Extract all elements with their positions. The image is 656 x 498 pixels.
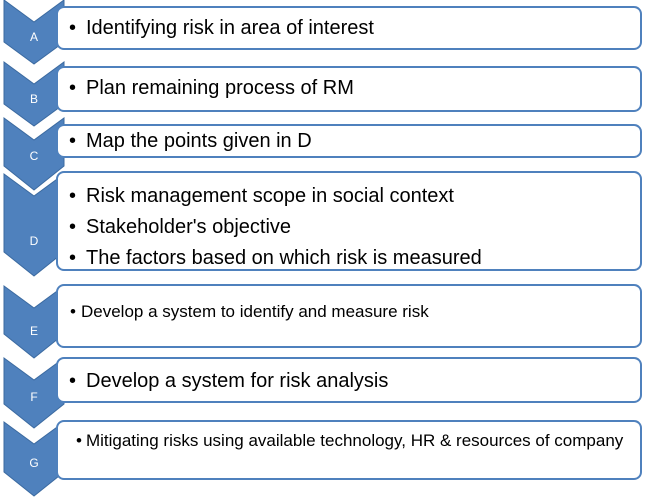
step-f: F • Develop a system for risk analysis <box>0 352 656 429</box>
step-g-box: • Mitigating risks using available techno… <box>56 420 642 480</box>
bullet-glyph: • <box>69 17 77 39</box>
step-e-box: • Develop a system to identify and measur… <box>56 284 642 348</box>
step-a-box: • Identifying risk in area of interest <box>56 6 642 50</box>
step-letter: A <box>29 30 38 44</box>
chevron-c: C <box>3 117 65 191</box>
step-d-box: • Risk management scope in social context… <box>56 171 642 271</box>
step-letter: C <box>29 149 39 163</box>
list-item: • Develop a system to identify and measur… <box>70 302 429 321</box>
list-item: • Mitigating risks using available techno… <box>76 431 624 450</box>
step-e: E • Develop a system to identify and meas… <box>0 280 656 359</box>
chevron-d: D <box>3 173 65 277</box>
chevron-g: G <box>3 421 65 497</box>
list-item: • Plan remaining process of RM <box>69 77 354 99</box>
bullet-glyph: • <box>76 431 82 450</box>
step-letter: D <box>29 234 39 248</box>
step-letter: E <box>29 324 38 338</box>
step-b-box: • Plan remaining process of RM <box>56 66 642 112</box>
chevron-b: B <box>3 61 65 127</box>
bullet-glyph: • <box>69 77 77 99</box>
list-item: • Map the points given in D <box>69 130 312 152</box>
list-item: • Stakeholder's objective <box>69 216 292 238</box>
step-a: A • Identifying risk in area of interest <box>0 0 656 65</box>
step-b: B • Plan remaining process of RM <box>0 61 656 127</box>
list-item: • Risk management scope in social context <box>69 185 454 207</box>
bullet-glyph: • <box>69 130 77 152</box>
list-item: • Develop a system for risk analysis <box>69 370 389 392</box>
bullet-glyph: • <box>70 302 76 321</box>
chevron-e: E <box>3 285 65 359</box>
chevron-shape <box>3 117 65 191</box>
bullet-glyph: • <box>69 247 77 269</box>
chevron-shape <box>3 285 65 359</box>
chevron-shape <box>3 357 65 429</box>
step-g: G • Mitigating risks using available tech… <box>0 416 656 498</box>
bullet-glyph: • <box>69 185 77 207</box>
chevron-shape <box>3 173 65 277</box>
chevron-a: A <box>3 0 65 65</box>
step-letter: G <box>29 456 39 470</box>
chevron-f: F <box>3 357 65 429</box>
step-f-box: • Develop a system for risk analysis <box>56 357 642 403</box>
step-c-box: • Map the points given in D <box>56 124 642 158</box>
step-d: D • Risk management scope in social conte… <box>0 166 656 277</box>
step-letter: B <box>29 92 38 106</box>
list-item: • Identifying risk in area of interest <box>69 17 374 39</box>
step-letter: F <box>30 390 38 404</box>
bullet-glyph: • <box>69 216 77 238</box>
step-c: C • Map the points given in D <box>0 117 656 191</box>
list-item: • The factors based on which risk is meas… <box>69 247 482 269</box>
bullet-glyph: • <box>69 370 77 392</box>
